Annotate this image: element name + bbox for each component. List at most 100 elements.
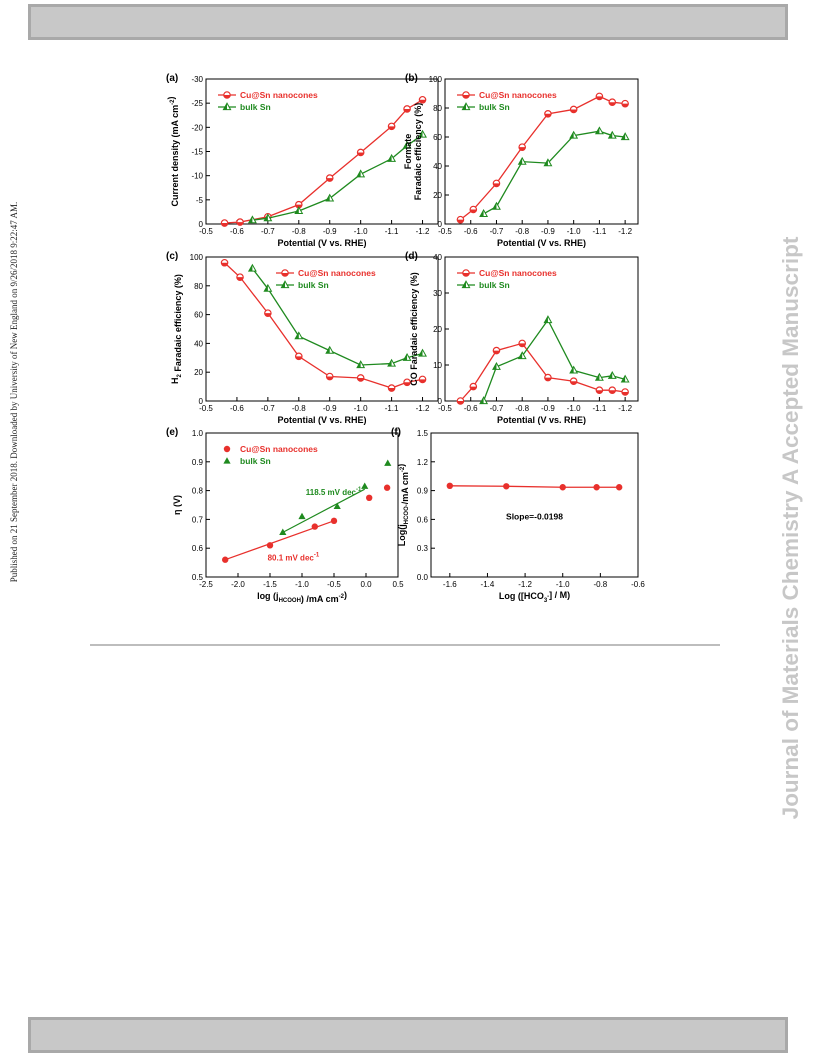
fit-label: 118.5 mV dec-1 xyxy=(306,487,362,497)
x-tick-label: -0.5 xyxy=(438,404,452,413)
x-tick-label: -0.6 xyxy=(230,227,244,236)
bulk-sn-line xyxy=(251,268,423,366)
bulk-sn-point-fill xyxy=(492,202,497,210)
y-tick-label: 1.2 xyxy=(417,458,429,467)
cu-sn-nanocones-point-fill xyxy=(609,102,616,106)
y-tick-label: 40 xyxy=(433,162,442,171)
legend-marker-fill xyxy=(462,281,466,288)
bulk-sn-point xyxy=(298,512,306,520)
y-tick-label: 0.6 xyxy=(417,515,429,524)
bulk-sn-point-fill xyxy=(326,194,330,201)
y-axis-label-part: ) xyxy=(396,464,406,467)
x-axis-label-part: Potential (V vs. RHE) xyxy=(497,415,586,425)
x-tick-label: -1.1 xyxy=(593,404,607,413)
bulk-sn-point-fill xyxy=(295,207,299,214)
bulk-sn-point-fill xyxy=(492,363,497,370)
x-axis-label-part: Potential (V vs. RHE) xyxy=(277,238,366,248)
bulk-sn-point-fill xyxy=(621,375,626,382)
x-tick-label: -1.2 xyxy=(618,227,632,236)
x-axis-label-part: Potential (V vs. RHE) xyxy=(497,238,586,248)
legend-marker-fill xyxy=(223,103,227,110)
legend-marker-fill xyxy=(462,273,470,277)
bulk-sn-point-fill xyxy=(480,210,484,217)
cu-sn-nanocones-point xyxy=(366,494,373,501)
bulk-sn-point-fill xyxy=(248,264,253,272)
x-tick-label: -1.4 xyxy=(481,580,495,589)
x-tick-label: -1.0 xyxy=(556,580,570,589)
series-point xyxy=(503,483,510,490)
y-tick-label: 100 xyxy=(190,253,204,262)
y-tick-label: 0.9 xyxy=(417,487,429,496)
legend-marker xyxy=(223,445,231,453)
y-axis-label-part: H xyxy=(170,377,180,384)
y-tick-label: 40 xyxy=(194,339,203,348)
y-tick-label: -10 xyxy=(191,172,203,181)
panel-e: -2.5 -2.0 -1.5 -1.0 -0.5 0.0 0.5 0.5 0.6 0.7 0.8 0.… xyxy=(166,427,404,604)
x-tick-label: -0.9 xyxy=(323,227,337,236)
bulk-sn-point-fill xyxy=(621,133,626,140)
y-axis-label: Formate xyxy=(403,134,413,170)
bulk-sn-point-fill xyxy=(608,131,613,139)
x-axis-label-part: - xyxy=(547,594,549,600)
bulk-sn-point-fill xyxy=(388,359,392,367)
legend-label: bulk Sn xyxy=(240,102,271,112)
series-point xyxy=(615,484,623,491)
y-tick-label: 20 xyxy=(433,191,442,200)
y-tick-label: 20 xyxy=(433,325,442,334)
slope-annotation: Slope=-0.0198 xyxy=(506,511,563,521)
y-tick-label: 60 xyxy=(194,311,203,320)
y-axis-label-part: 2 xyxy=(177,373,183,377)
bulk-sn-point-fill xyxy=(595,373,600,381)
y-axis-label: Current density (mA cm-2) xyxy=(166,96,180,206)
bulk-sn-point-fill xyxy=(570,131,574,139)
x-axis-label-part: HCOOH xyxy=(279,598,301,604)
cu-sn-nanocones-point-fill xyxy=(570,381,577,385)
panel-letter: (b) xyxy=(405,73,418,84)
bulk-sn-point-fill xyxy=(264,284,268,292)
plot-frame xyxy=(205,256,439,402)
x-tick-label: -0.6 xyxy=(230,404,244,413)
x-tick-label: -0.9 xyxy=(541,227,555,236)
y-axis-label: Log(jHCOO-/mA cm-2) xyxy=(396,464,410,547)
y-tick-label: 10 xyxy=(433,361,442,370)
legend-marker xyxy=(223,457,231,464)
x-axis-label-part: ] / M) xyxy=(549,590,570,600)
y-tick-label: 1.5 xyxy=(417,429,429,438)
cu-sn-nanocones-point-fill xyxy=(457,401,464,405)
x-tick-label: -1.0 xyxy=(567,227,581,236)
cu-sn-nanocones-point-fill xyxy=(357,152,364,156)
cu-sn-nanocones-point-fill xyxy=(596,390,603,394)
x-tick-label: -1.2 xyxy=(416,404,430,413)
legend-marker-fill xyxy=(281,281,285,288)
panel-a: -0.5 -0.6 -0.7 -0.8 -0.9 -1.0 -1.1 -1.2 0 -5 -10 -1… xyxy=(166,73,439,248)
cu-sn-nanocones-point-fill xyxy=(388,388,395,392)
bulk-sn-point-fill xyxy=(418,130,423,138)
panel-f: -1.6 -1.4 -1.2 -1.0 -0.8 -0.6 0.0 0.3 0.6 0.9 1.2 1… xyxy=(391,427,645,604)
cu-sn-nanocones-point-fill xyxy=(493,350,500,354)
x-tick-label: -0.7 xyxy=(261,404,275,413)
panel-letter: (a) xyxy=(166,73,178,84)
y-tick-label: 80 xyxy=(433,104,442,113)
cu-sn-nanocones-point-fill xyxy=(326,178,333,182)
cu-sn-nanocones-point-fill xyxy=(621,103,629,107)
bulk-sn-point-fill xyxy=(544,159,548,166)
y-tick-label: -15 xyxy=(191,148,203,157)
bulk-sn-point xyxy=(361,482,369,489)
bulk-sn-point-fill xyxy=(248,216,253,223)
cu-sn-nanocones-point-fill xyxy=(221,262,228,266)
legend-label: bulk Sn xyxy=(240,456,271,466)
plot-frame xyxy=(430,432,639,578)
series-point xyxy=(559,484,566,491)
y-tick-label: -5 xyxy=(196,196,204,205)
fit-label-part: 118.5 mV dec xyxy=(306,488,357,497)
bulk-sn-point-fill xyxy=(388,154,392,162)
cu-sn-nanocones-point xyxy=(311,523,318,530)
x-tick-label: -0.5 xyxy=(199,227,213,236)
x-axis-label: Potential (V vs. RHE) xyxy=(277,238,366,248)
x-axis-label-part: 3 xyxy=(544,598,548,604)
cu-sn-nanocones-point-fill xyxy=(570,109,577,113)
fit-line xyxy=(282,488,365,533)
plot-frame xyxy=(444,78,639,225)
panel-letter: (d) xyxy=(405,251,418,262)
bulk-sn-point-fill xyxy=(608,372,613,379)
